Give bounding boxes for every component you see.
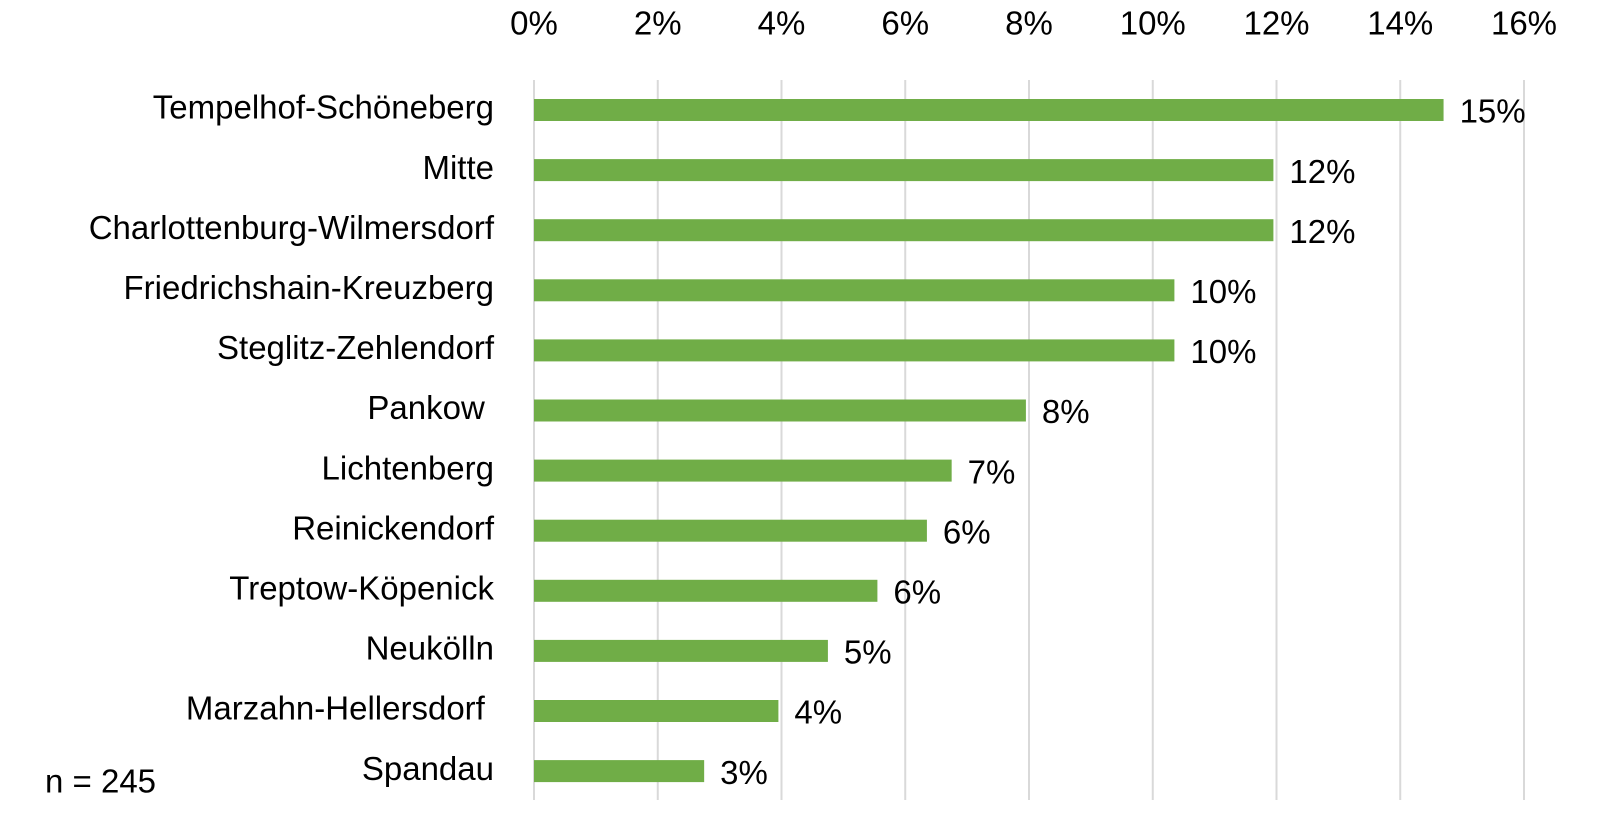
x-tick-label: 14% [1367,5,1433,42]
x-tick-label: 2% [634,5,682,42]
bar [534,700,779,722]
y-tick-label: Treptow-Köpenick [229,570,494,607]
bar [534,519,927,542]
bar [534,339,1175,362]
annotation: n = 245 [45,763,156,800]
y-tick-label: Pankow [367,389,494,426]
data-label: 12% [1289,153,1355,190]
bar [534,399,1026,422]
data-label: 6% [893,574,941,611]
bar [534,639,828,662]
x-tick-label: 6% [881,5,929,42]
x-tick-label: 4% [758,5,806,42]
bar [534,459,952,482]
data-label: 10% [1190,333,1256,370]
data-label: 4% [794,694,842,731]
data-label: 15% [1460,93,1526,130]
y-tick-label: Mitte [422,149,494,186]
y-tick-label: Spandau [362,750,494,787]
bar [534,99,1444,121]
y-tick-label: Charlottenburg-Wilmersdorf [89,209,495,246]
y-tick-label: Neukölln [366,630,494,667]
data-label: 12% [1289,213,1355,250]
data-label: 5% [844,634,892,671]
x-tick-label: 12% [1243,5,1309,42]
bar [534,579,878,602]
bar [534,760,705,783]
y-tick-label: Marzahn-Hellersdorf [186,690,494,727]
x-tick-label: 0% [510,5,558,42]
data-label: 7% [968,453,1016,490]
bar [534,219,1274,242]
y-tick-label: Steglitz-Zehlendorf [217,329,495,366]
x-tick-label: 16% [1491,5,1557,42]
y-tick-label: Reinickendorf [292,509,495,546]
y-tick-label: Lichtenberg [322,449,494,486]
y-tick-label: Tempelhof-Schöneberg [153,89,494,126]
bar [534,159,1274,182]
data-label: 3% [720,754,768,791]
bar [534,279,1175,302]
data-label: 6% [943,513,991,550]
x-tick-label: 10% [1120,5,1186,42]
data-label: 10% [1190,273,1256,310]
data-label: 8% [1042,393,1090,430]
x-tick-label: 8% [1005,5,1053,42]
y-tick-label: Friedrichshain-Kreuzberg [124,269,495,306]
